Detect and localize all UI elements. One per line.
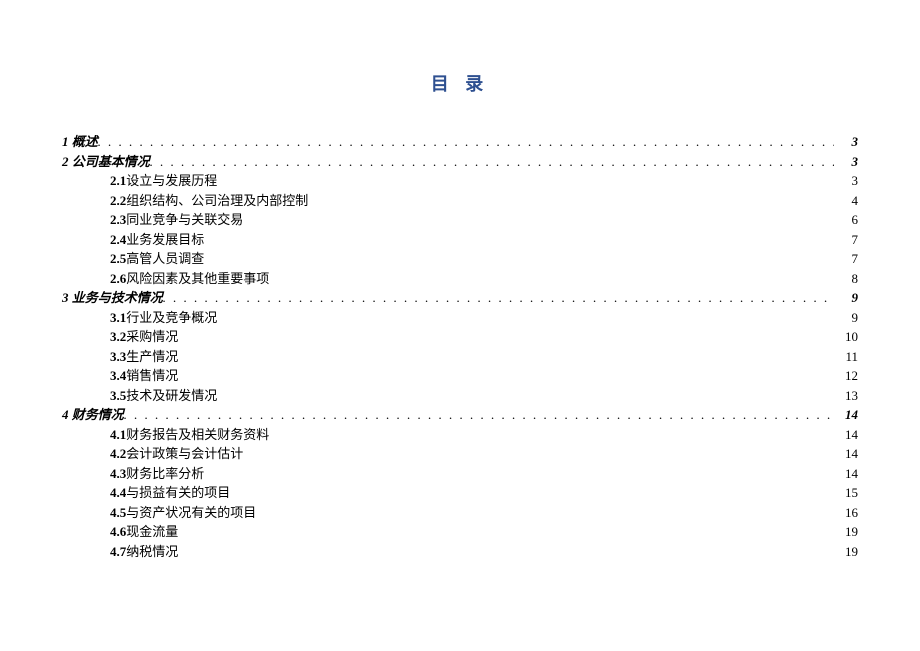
toc-entry-page: 13 bbox=[834, 386, 858, 406]
toc-entry: 4.2 会计政策与会计估计 14 bbox=[62, 444, 858, 464]
toc-entry-text: 财务比率分析 bbox=[126, 464, 204, 484]
toc-entry-page: 12 bbox=[834, 366, 858, 386]
toc-entry-text: 设立与发展历程 bbox=[126, 171, 217, 191]
toc-entry-num: 3.1 bbox=[110, 308, 126, 328]
toc-title: 目 录 bbox=[62, 70, 858, 96]
toc-entry-page: 4 bbox=[834, 191, 858, 211]
toc-entry-text: 行业及竞争概况 bbox=[126, 308, 217, 328]
toc-entry-num: 2.6 bbox=[110, 269, 126, 289]
toc-entry: 3.5 技术及研发情况 13 bbox=[62, 386, 858, 406]
toc-entry-text: 现金流量 bbox=[126, 522, 178, 542]
toc-entry-text: 与资产状况有关的项目 bbox=[126, 503, 256, 523]
toc-entry-num: 4.5 bbox=[110, 503, 126, 523]
toc-entry: 3.1 行业及竞争概况 9 bbox=[62, 308, 858, 328]
toc-entry-num: 2.2 bbox=[110, 191, 126, 211]
toc-leader-dots bbox=[124, 405, 834, 425]
toc-entry-label: 1 概述 bbox=[62, 132, 98, 152]
toc-entry-page: 14 bbox=[834, 405, 858, 425]
toc-entry: 1 概述 3 bbox=[62, 132, 858, 152]
toc-entry-num: 2.4 bbox=[110, 230, 126, 250]
toc-entry: 2.6 风险因素及其他重要事项 8 bbox=[62, 269, 858, 289]
toc-entry-text: 纳税情况 bbox=[126, 542, 178, 562]
toc-entry-page: 3 bbox=[834, 152, 858, 172]
toc-entry-num: 4.2 bbox=[110, 444, 126, 464]
toc-entry-text: 会计政策与会计估计 bbox=[126, 444, 243, 464]
toc-entry: 4.1 财务报告及相关财务资料 14 bbox=[62, 425, 858, 445]
toc-entry-page: 14 bbox=[834, 444, 858, 464]
toc-entry-page: 8 bbox=[834, 269, 858, 289]
toc-entry-label: 2 公司基本情况 bbox=[62, 152, 150, 172]
toc-entry-page: 19 bbox=[834, 522, 858, 542]
toc-entry-text: 生产情况 bbox=[126, 347, 178, 367]
toc-entry-num: 3.3 bbox=[110, 347, 126, 367]
toc-entry: 3.3 生产情况 11 bbox=[62, 347, 858, 367]
toc-entry: 4.5 与资产状况有关的项目 16 bbox=[62, 503, 858, 523]
toc-entry: 2.1 设立与发展历程 3 bbox=[62, 171, 858, 191]
toc-entry-page: 11 bbox=[834, 347, 858, 367]
toc-entry-text: 风险因素及其他重要事项 bbox=[126, 269, 269, 289]
toc-entry-text: 财务报告及相关财务资料 bbox=[126, 425, 269, 445]
toc-entry: 2.4 业务发展目标 7 bbox=[62, 230, 858, 250]
toc-entry: 4.7 纳税情况 19 bbox=[62, 542, 858, 562]
toc-entry-num: 2.5 bbox=[110, 249, 126, 269]
toc-entry-text: 同业竞争与关联交易 bbox=[126, 210, 243, 230]
toc-entry-page: 19 bbox=[834, 542, 858, 562]
toc-entry-page: 16 bbox=[834, 503, 858, 523]
toc-entry-num: 4.3 bbox=[110, 464, 126, 484]
toc-entry-text: 技术及研发情况 bbox=[126, 386, 217, 406]
toc-entry-text: 组织结构、公司治理及内部控制 bbox=[126, 191, 308, 211]
toc-entry-text: 业务发展目标 bbox=[126, 230, 204, 250]
toc-entry-label: 3 业务与技术情况 bbox=[62, 288, 163, 308]
toc-entry-page: 3 bbox=[834, 171, 858, 191]
toc-leader-dots bbox=[98, 132, 834, 152]
toc-entry-text: 高管人员调查 bbox=[126, 249, 204, 269]
toc-entry: 4.4 与损益有关的项目 15 bbox=[62, 483, 858, 503]
toc-entry-text: 销售情况 bbox=[126, 366, 178, 386]
toc-entry-num: 3.4 bbox=[110, 366, 126, 386]
toc-entry-num: 2.1 bbox=[110, 171, 126, 191]
toc-entry-page: 10 bbox=[834, 327, 858, 347]
toc-entry-num: 2.3 bbox=[110, 210, 126, 230]
toc-entry: 2.5 高管人员调查 7 bbox=[62, 249, 858, 269]
toc-entry-num: 3.5 bbox=[110, 386, 126, 406]
toc-leader-dots bbox=[150, 152, 834, 172]
toc-entry-page: 9 bbox=[834, 288, 858, 308]
toc-entry-text: 与损益有关的项目 bbox=[126, 483, 230, 503]
toc-entry-num: 4.1 bbox=[110, 425, 126, 445]
toc-entry-page: 6 bbox=[834, 210, 858, 230]
toc-entry: 3.4 销售情况 12 bbox=[62, 366, 858, 386]
toc-entry-page: 3 bbox=[834, 132, 858, 152]
toc-leader-dots bbox=[163, 288, 834, 308]
toc-entry: 2.2 组织结构、公司治理及内部控制 4 bbox=[62, 191, 858, 211]
toc-entry: 3 业务与技术情况 9 bbox=[62, 288, 858, 308]
toc-entry-page: 14 bbox=[834, 464, 858, 484]
toc-entry-page: 9 bbox=[834, 308, 858, 328]
toc-entry: 4.3 财务比率分析 14 bbox=[62, 464, 858, 484]
toc-entry: 4 财务情况 14 bbox=[62, 405, 858, 425]
toc-entry: 3.2 采购情况 10 bbox=[62, 327, 858, 347]
toc-entry: 4.6 现金流量 19 bbox=[62, 522, 858, 542]
toc-entry: 2.3 同业竞争与关联交易 6 bbox=[62, 210, 858, 230]
toc-entry-page: 7 bbox=[834, 249, 858, 269]
toc-list: 1 概述 32 公司基本情况 32.1 设立与发展历程32.2 组织结构、公司治… bbox=[62, 132, 858, 561]
toc-entry-label: 4 财务情况 bbox=[62, 405, 124, 425]
toc-entry-page: 7 bbox=[834, 230, 858, 250]
toc-entry-num: 3.2 bbox=[110, 327, 126, 347]
toc-entry: 2 公司基本情况 3 bbox=[62, 152, 858, 172]
toc-entry-page: 14 bbox=[834, 425, 858, 445]
toc-entry-text: 采购情况 bbox=[126, 327, 178, 347]
toc-entry-page: 15 bbox=[834, 483, 858, 503]
toc-entry-num: 4.6 bbox=[110, 522, 126, 542]
toc-entry-num: 4.4 bbox=[110, 483, 126, 503]
toc-entry-num: 4.7 bbox=[110, 542, 126, 562]
